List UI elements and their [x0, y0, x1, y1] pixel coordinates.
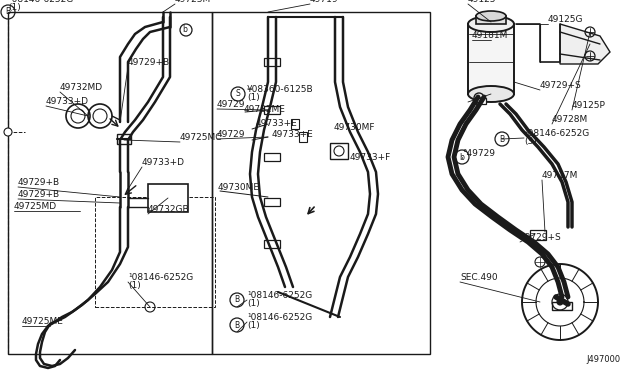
Text: 49733+D: 49733+D — [142, 158, 185, 167]
Circle shape — [4, 128, 12, 136]
Text: 49729: 49729 — [217, 130, 246, 139]
Text: 49729: 49729 — [217, 100, 246, 109]
Bar — [264, 58, 280, 66]
Text: ¹08146-6252G: ¹08146-6252G — [247, 313, 312, 322]
Bar — [291, 119, 299, 129]
Text: B: B — [499, 135, 504, 144]
Text: 49125G: 49125G — [548, 15, 584, 24]
Circle shape — [557, 299, 563, 305]
Text: 49729+B: 49729+B — [18, 178, 60, 187]
Text: 49725MC: 49725MC — [180, 133, 223, 142]
Text: 49732MD: 49732MD — [60, 83, 103, 92]
Bar — [95, 197, 215, 307]
Text: ¹08146-6252G: ¹08146-6252G — [247, 291, 312, 300]
Text: b: b — [182, 26, 188, 35]
Text: ¥08360-6125B: ¥08360-6125B — [247, 85, 314, 94]
Text: 49125: 49125 — [468, 0, 497, 4]
Text: 49728M: 49728M — [552, 115, 588, 124]
Text: (1): (1) — [247, 299, 260, 308]
Text: S: S — [236, 90, 241, 99]
Bar — [264, 198, 280, 206]
Bar — [264, 106, 280, 114]
Text: 49729+B: 49729+B — [18, 190, 60, 199]
Text: (1): (1) — [8, 3, 20, 12]
Text: (1): (1) — [128, 281, 141, 290]
Text: ¹08146-6252G: ¹08146-6252G — [128, 273, 193, 282]
Text: 49733+E: 49733+E — [272, 130, 314, 139]
Text: b: b — [460, 153, 465, 161]
Bar — [476, 16, 506, 24]
Text: (3): (3) — [524, 137, 537, 146]
Bar — [264, 240, 280, 248]
Text: 49723M: 49723M — [175, 0, 211, 4]
Text: ¹08146-6252G: ¹08146-6252G — [524, 129, 589, 138]
Text: 49732ME: 49732ME — [244, 105, 286, 114]
Text: 49725ME: 49725ME — [22, 317, 64, 326]
Bar — [330, 143, 348, 159]
Polygon shape — [560, 24, 610, 64]
Text: 49729+S: 49729+S — [520, 233, 562, 242]
Text: 49732GB: 49732GB — [148, 205, 189, 214]
Bar — [117, 134, 131, 144]
Bar — [476, 98, 486, 104]
Bar — [530, 230, 546, 240]
Text: 49730MF: 49730MF — [334, 123, 376, 132]
Bar — [552, 302, 572, 310]
Bar — [8, 12, 212, 354]
Text: °49729: °49729 — [462, 149, 495, 158]
Text: 49730ME: 49730ME — [218, 183, 260, 192]
Text: 49733+D: 49733+D — [46, 97, 89, 106]
Bar — [299, 132, 307, 142]
Text: (1): (1) — [247, 321, 260, 330]
Bar — [148, 184, 188, 212]
Text: 49719: 49719 — [310, 0, 339, 4]
Text: B: B — [234, 295, 239, 305]
Ellipse shape — [468, 16, 514, 32]
Bar — [264, 153, 280, 161]
Ellipse shape — [468, 86, 514, 102]
Text: 49181M: 49181M — [472, 31, 508, 40]
Bar — [468, 24, 514, 94]
Ellipse shape — [476, 11, 506, 21]
Bar — [212, 12, 430, 354]
Text: 49125P: 49125P — [572, 101, 606, 110]
Text: ¹08146-6252G: ¹08146-6252G — [8, 0, 73, 4]
Text: B: B — [5, 7, 11, 16]
Text: 49729+B: 49729+B — [128, 58, 170, 67]
Text: 49733+E: 49733+E — [256, 119, 298, 128]
Text: 49729+S: 49729+S — [540, 81, 582, 90]
Text: 49725MD: 49725MD — [14, 202, 57, 211]
Text: SEC.490: SEC.490 — [460, 273, 498, 282]
Text: 49717M: 49717M — [542, 171, 579, 180]
Text: (1): (1) — [247, 93, 260, 102]
Text: 49733+F: 49733+F — [350, 153, 391, 162]
Text: B: B — [234, 321, 239, 330]
Text: J497000: J497000 — [586, 355, 620, 364]
